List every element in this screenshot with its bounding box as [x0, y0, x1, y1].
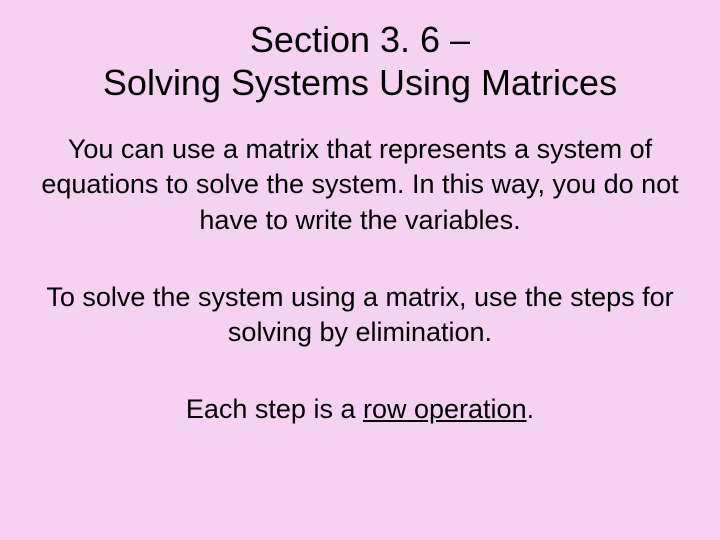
- paragraph-2: To solve the system using a matrix, use …: [0, 280, 720, 350]
- paragraph-1: You can use a matrix that represents a s…: [0, 132, 720, 237]
- paragraph-3: Each step is a row operation.: [0, 392, 720, 427]
- slide-title: Section 3. 6 – Solving Systems Using Mat…: [0, 18, 720, 104]
- title-line-2: Solving Systems Using Matrices: [103, 62, 617, 103]
- title-line-1: Section 3. 6 –: [250, 19, 470, 60]
- paragraph-3-suffix: .: [527, 394, 535, 424]
- paragraph-3-prefix: Each step is a: [186, 394, 363, 424]
- row-operation-term: row operation: [363, 394, 527, 424]
